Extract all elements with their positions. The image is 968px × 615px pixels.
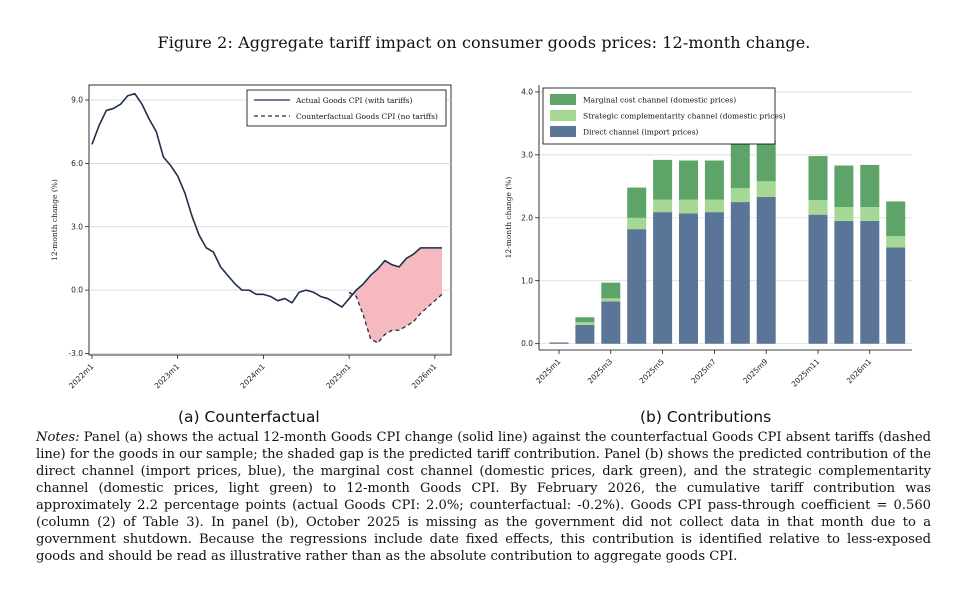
plot-area-frame (88, 84, 452, 356)
bar-segment (808, 200, 828, 215)
y-tick-label: -3.0 (68, 349, 83, 358)
bar-segment (860, 207, 880, 221)
tariff-gap-area (349, 247, 442, 343)
bar-segment (730, 142, 750, 189)
panel-a-caption: (a) Counterfactual (178, 408, 320, 426)
legend-swatch (550, 110, 576, 121)
bar-segment (704, 199, 724, 213)
x-tick-label: 2025m7 (689, 357, 718, 386)
bar-segment (704, 212, 724, 344)
legend-swatch (550, 94, 576, 105)
x-tick-label: 2025m1 (534, 357, 563, 386)
notes-text: Panel (a) shows the actual 12-month Good… (36, 430, 931, 564)
bar-segment (730, 188, 750, 203)
bar-segment (886, 236, 906, 248)
bar-segment (886, 201, 906, 237)
bar-segment (704, 160, 724, 200)
bar-segment (808, 214, 828, 344)
y-tick-label: 0.0 (521, 339, 533, 348)
legend-label: Marginal cost channel (domestic prices) (583, 96, 736, 105)
panel-b-contributions-chart: 0.0 1.0 2.0 3.0 4.0 12-month change (%) 2025m1… (504, 85, 912, 389)
bar-segment (834, 207, 854, 221)
actual-line (91, 92, 442, 308)
legend-label: Actual Goods CPI (with tariffs) (295, 96, 413, 105)
bar-segment (601, 282, 621, 299)
notes-label: Notes: (36, 430, 80, 445)
x-tick-label: 2026m1 (845, 357, 874, 386)
x-tick-label: 2023m1 (153, 362, 182, 391)
bar-segment (575, 317, 595, 323)
bar-segment (834, 220, 854, 344)
y-tick-label: 3.0 (521, 150, 533, 159)
legend-box (246, 89, 447, 127)
counterfactual-line (348, 291, 443, 344)
panel-b-caption: (b) Contributions (640, 408, 772, 426)
bar-segment (834, 165, 854, 208)
bar-segment (860, 164, 880, 208)
legend-panel-a: Actual Goods CPI (with tariffs) Counterfa… (246, 89, 447, 127)
figure-notes: Notes: Panel (a) shows the actual 12-mon… (36, 429, 931, 565)
bar-segment (653, 212, 673, 344)
bar-segment (627, 217, 647, 230)
bar-segment (730, 202, 750, 344)
bar-segment (860, 220, 880, 344)
y-tick-label: 2.0 (521, 213, 533, 222)
bar-segment (808, 156, 828, 201)
bar-segment (627, 187, 647, 218)
bar-segment (601, 301, 621, 344)
bar-segment (627, 229, 647, 344)
y-tick-label: 6.0 (71, 159, 83, 168)
x-tick-label: 2025m5 (638, 357, 667, 386)
bar-segment (886, 247, 906, 344)
y-tick-label: 1.0 (521, 276, 533, 285)
bar-segment (653, 159, 673, 200)
bar-segment (756, 140, 776, 182)
y-tick-label: 4.0 (521, 87, 533, 96)
x-tick-label: 2026m1 (410, 362, 439, 391)
bar-segment (575, 324, 595, 344)
y-tick-label: 3.0 (71, 222, 83, 231)
figure-title: Figure 2: Aggregate tariff impact on con… (157, 33, 811, 52)
x-tick-label: 2022m1 (67, 362, 96, 391)
legend-panel-b: Marginal cost channel (domestic prices) S… (542, 87, 786, 145)
y-tick-label: 0.0 (71, 286, 83, 295)
legend-box (542, 87, 776, 145)
bar-segment (756, 197, 776, 344)
y-tick-label: 9.0 (71, 96, 83, 105)
bar-segment (679, 213, 698, 344)
bar-segment (679, 199, 698, 214)
bar-segment (756, 181, 776, 198)
legend-label: Strategic complementarity channel (domes… (583, 112, 786, 121)
bar-segment (575, 322, 595, 325)
x-tick-label: 2025m1 (324, 362, 353, 391)
bar-segment (549, 342, 569, 344)
panel-a-counterfactual-chart: -3.0 0.0 3.0 6.0 9.0 2022m1 2023m1 2024m1 2025m1… (50, 84, 452, 391)
bar-segment (679, 160, 698, 200)
legend-swatch (550, 126, 576, 137)
legend-label: Direct channel (import prices) (583, 128, 698, 137)
legend-label: Counterfactual Goods CPI (no tariffs) (296, 112, 438, 121)
x-tick-label: 2024m1 (238, 362, 267, 391)
bar-segment (601, 298, 621, 302)
y-axis-label: 12-month change (%) (504, 177, 513, 259)
y-axis-label: 12-month change (%) (50, 179, 59, 261)
x-tick-label: 2025m11 (790, 357, 822, 389)
bar-segment (653, 199, 673, 213)
x-tick-label: 2025m9 (741, 357, 770, 386)
x-tick-label: 2025m3 (586, 357, 615, 386)
